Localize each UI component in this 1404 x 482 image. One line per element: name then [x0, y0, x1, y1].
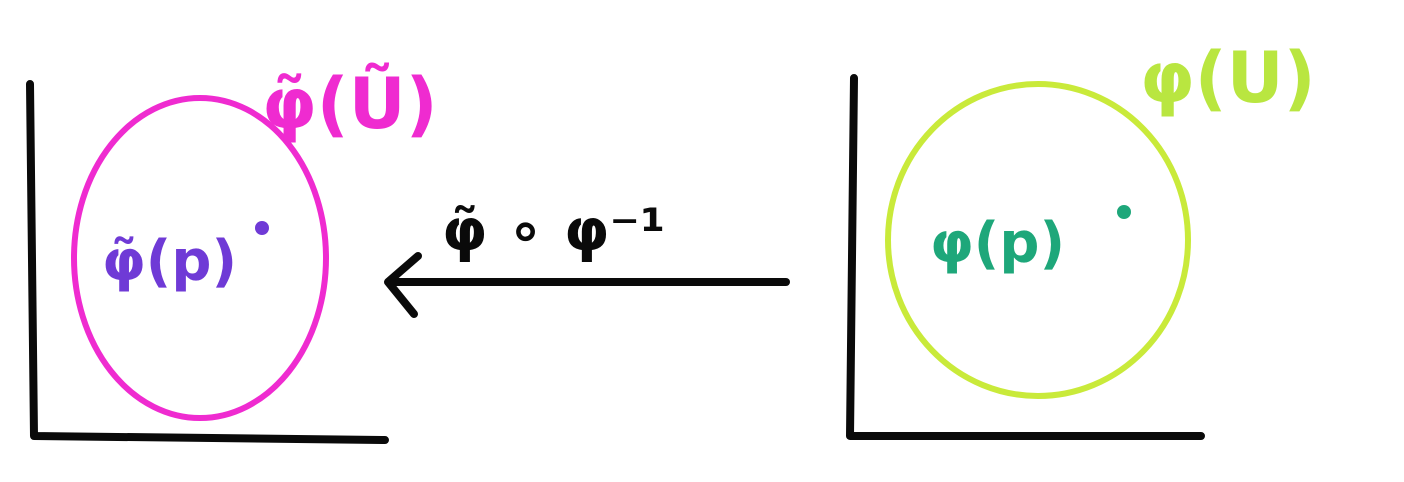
transition-arrow: φ̃ ∘ φ⁻¹	[384, 196, 790, 318]
right-region-circle	[885, 81, 1191, 399]
transition-map-label: φ̃ ∘ φ⁻¹	[442, 196, 665, 264]
left-point-dot	[255, 221, 269, 235]
left-chart: φ̃(Ũ) φ̃(p)	[26, 63, 438, 444]
right-axes	[846, 74, 1205, 440]
right-region-label: φ(U)	[1140, 37, 1316, 119]
left-region-label: φ̃(Ũ)	[262, 63, 438, 145]
right-point-label: φ(p)	[930, 211, 1065, 276]
left-axes	[26, 80, 389, 444]
left-point-label: φ̃(p)	[102, 229, 237, 294]
right-chart: φ(U) φ(p)	[846, 37, 1316, 440]
left-region-circle	[71, 95, 329, 421]
right-point-dot	[1117, 205, 1131, 219]
arrow-head	[384, 252, 422, 318]
